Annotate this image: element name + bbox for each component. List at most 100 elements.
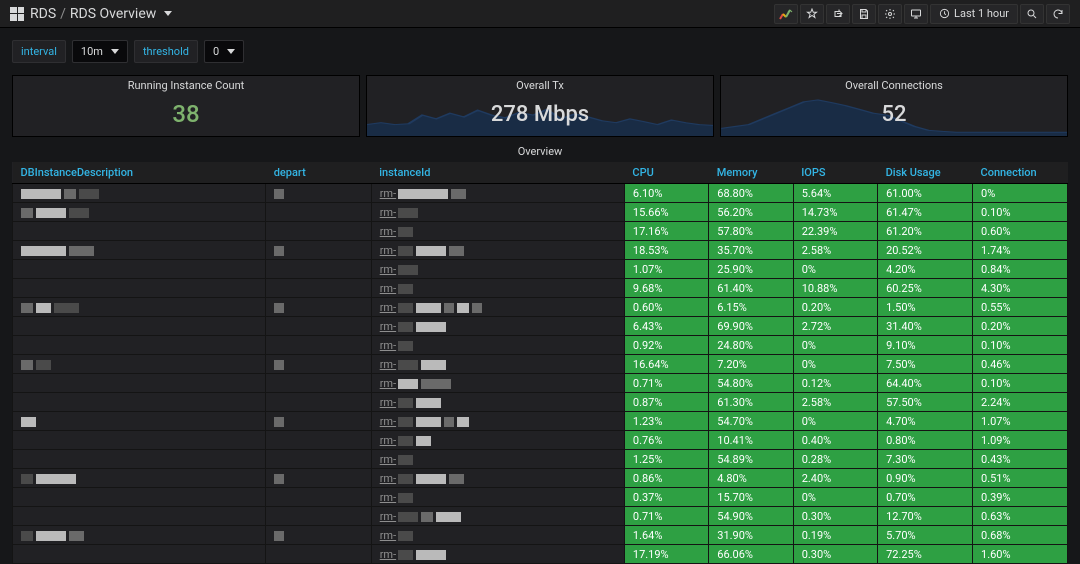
table-cell-redacted: rm-	[371, 393, 624, 412]
table-row[interactable]: rm-1.23%54.70%0%4.70%1.07%	[13, 412, 1068, 431]
panel-overall-connections[interactable]: Overall Connections 52	[720, 75, 1068, 137]
table-cell-metric: 1.60%	[973, 545, 1068, 564]
table-header-cell[interactable]: DBInstanceDescription	[13, 162, 266, 184]
table-cell-metric: 5.70%	[878, 526, 973, 545]
overview-table-wrap: DBInstanceDescriptiondepartinstanceIdCPU…	[0, 162, 1080, 564]
table-cell-redacted	[266, 317, 372, 336]
table-cell-metric: 0.30%	[793, 507, 877, 526]
table-cell-metric: 0.43%	[973, 450, 1068, 469]
caret-down-icon	[111, 49, 119, 54]
table-cell-redacted	[266, 260, 372, 279]
tv-mode-button[interactable]	[904, 4, 928, 24]
share-button[interactable]	[826, 4, 850, 24]
table-cell-metric: 10.88%	[793, 279, 877, 298]
table-cell-metric: 0.20%	[973, 317, 1068, 336]
table-cell-redacted: rm-	[371, 469, 624, 488]
table-cell-redacted	[266, 222, 372, 241]
table-row[interactable]: rm-17.16%57.80%22.39%61.20%0.60%	[13, 222, 1068, 241]
breadcrumb-title: RDS Overview	[70, 6, 156, 22]
table-cell-redacted: rm-	[371, 355, 624, 374]
save-button[interactable]	[852, 4, 876, 24]
threshold-label: threshold	[134, 40, 198, 63]
table-row[interactable]: rm-17.19%66.06%0.30%72.25%1.60%	[13, 545, 1068, 564]
table-cell-metric: 0.55%	[973, 298, 1068, 317]
table-header-cell[interactable]: CPU	[624, 162, 708, 184]
dashboard-grid-icon[interactable]	[10, 7, 24, 21]
table-cell-metric: 0.37%	[624, 488, 708, 507]
table-cell-metric: 0.10%	[973, 336, 1068, 355]
table-row[interactable]: rm-0.76%10.41%0.40%0.80%1.09%	[13, 431, 1068, 450]
table-cell-metric: 15.66%	[624, 203, 708, 222]
table-cell-metric: 31.40%	[878, 317, 973, 336]
table-row[interactable]: rm-0.92%24.80%0%9.10%0.10%	[13, 336, 1068, 355]
table-cell-metric: 0.28%	[793, 450, 877, 469]
table-row[interactable]: rm-0.86%4.80%2.40%0.90%0.51%	[13, 469, 1068, 488]
refresh-button[interactable]	[1046, 4, 1070, 24]
table-cell-redacted: rm-	[371, 222, 624, 241]
table-cell-redacted	[266, 298, 372, 317]
zoom-out-button[interactable]	[1020, 4, 1044, 24]
table-cell-redacted: rm-	[371, 545, 624, 564]
table-cell-redacted	[13, 355, 266, 374]
settings-button[interactable]	[878, 4, 902, 24]
table-row[interactable]: rm-1.64%31.90%0.19%5.70%0.68%	[13, 526, 1068, 545]
table-row[interactable]: rm-9.68%61.40%10.88%60.25%4.30%	[13, 279, 1068, 298]
table-row[interactable]: rm-0.37%15.70%0%0.70%0.39%	[13, 488, 1068, 507]
table-header-cell[interactable]: depart	[266, 162, 372, 184]
add-panel-button[interactable]	[774, 4, 798, 24]
table-cell-redacted	[266, 431, 372, 450]
table-row[interactable]: rm-0.60%6.15%0.20%1.50%0.55%	[13, 298, 1068, 317]
table-row[interactable]: rm-15.66%56.20%14.73%61.47%0.10%	[13, 203, 1068, 222]
table-cell-metric: 0.30%	[793, 545, 877, 564]
table-header-cell[interactable]: instanceId	[371, 162, 624, 184]
table-row[interactable]: rm-0.71%54.80%0.12%64.40%0.10%	[13, 374, 1068, 393]
table-cell-redacted	[13, 374, 266, 393]
overall-tx-value: 278 Mbps	[491, 102, 589, 127]
interval-select[interactable]: 10m	[72, 40, 128, 63]
table-row[interactable]: rm-6.10%68.80%5.64%61.00%0%	[13, 184, 1068, 203]
table-header-cell[interactable]: Connection	[973, 162, 1068, 184]
table-cell-redacted	[266, 545, 372, 564]
panel-overall-tx[interactable]: Overall Tx 278 Mbps	[366, 75, 714, 137]
table-row[interactable]: rm-16.64%7.20%0%7.50%0.46%	[13, 355, 1068, 374]
table-cell-redacted	[266, 526, 372, 545]
table-cell-metric: 0.71%	[624, 507, 708, 526]
stat-panels-row: Running Instance Count 38 Overall Tx 278…	[0, 75, 1080, 137]
table-header-cell[interactable]: Memory	[709, 162, 793, 184]
table-header-row: DBInstanceDescriptiondepartinstanceIdCPU…	[13, 162, 1068, 184]
table-row[interactable]: rm-0.71%54.90%0.30%12.70%0.63%	[13, 507, 1068, 526]
table-cell-metric: 54.80%	[709, 374, 793, 393]
breadcrumb[interactable]: RDS / RDS Overview	[30, 6, 172, 22]
table-row[interactable]: rm-1.07%25.90%0%4.20%0.84%	[13, 260, 1068, 279]
time-range-button[interactable]: Last 1 hour	[930, 4, 1018, 24]
table-cell-redacted	[266, 412, 372, 431]
table-cell-redacted: rm-	[371, 526, 624, 545]
panel-instance-count[interactable]: Running Instance Count 38	[12, 75, 360, 137]
table-cell-metric: 0.92%	[624, 336, 708, 355]
table-cell-redacted	[266, 507, 372, 526]
table-cell-metric: 12.70%	[878, 507, 973, 526]
table-header-cell[interactable]: IOPS	[793, 162, 877, 184]
table-cell-metric: 0.19%	[793, 526, 877, 545]
table-cell-metric: 66.06%	[709, 545, 793, 564]
table-cell-metric: 2.72%	[793, 317, 877, 336]
variable-controls: interval 10m threshold 0	[0, 28, 1080, 75]
table-row[interactable]: rm-6.43%69.90%2.72%31.40%0.20%	[13, 317, 1068, 336]
table-cell-metric: 0.76%	[624, 431, 708, 450]
table-row[interactable]: rm-18.53%35.70%2.58%20.52%1.74%	[13, 241, 1068, 260]
star-button[interactable]	[800, 4, 824, 24]
table-header-cell[interactable]: Disk Usage	[878, 162, 973, 184]
table-cell-metric: 61.20%	[878, 222, 973, 241]
table-cell-metric: 0.60%	[624, 298, 708, 317]
threshold-select[interactable]: 0	[204, 40, 244, 63]
table-row[interactable]: rm-1.25%54.89%0.28%7.30%0.43%	[13, 450, 1068, 469]
table-cell-metric: 4.30%	[973, 279, 1068, 298]
table-cell-redacted: rm-	[371, 412, 624, 431]
table-cell-metric: 6.15%	[709, 298, 793, 317]
table-cell-metric: 0.71%	[624, 374, 708, 393]
table-cell-redacted: rm-	[371, 507, 624, 526]
table-cell-redacted	[266, 241, 372, 260]
table-cell-metric: 0%	[793, 260, 877, 279]
table-row[interactable]: rm-0.87%61.30%2.58%57.50%2.24%	[13, 393, 1068, 412]
table-cell-redacted	[266, 469, 372, 488]
